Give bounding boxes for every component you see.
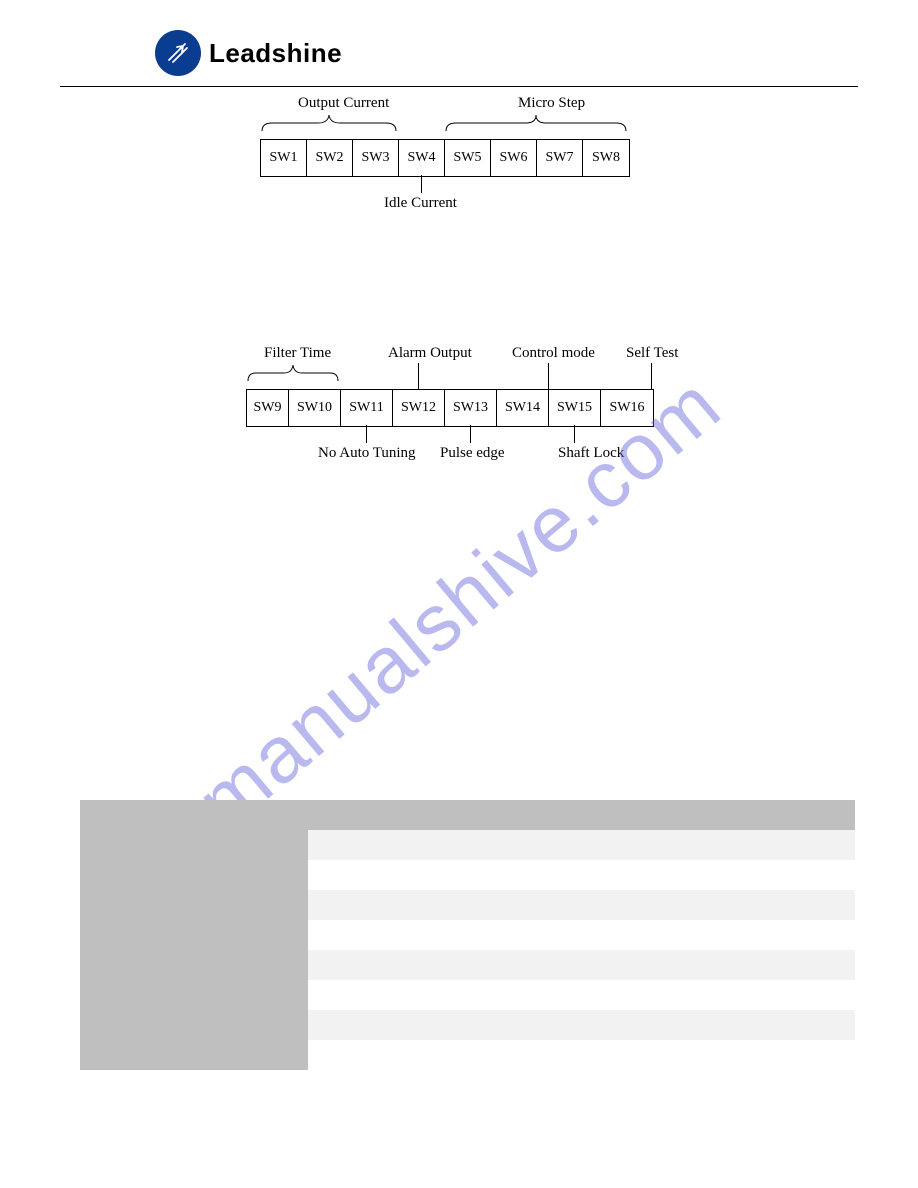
page-header: Leadshine	[60, 0, 858, 87]
label-micro-step: Micro Step	[518, 95, 585, 112]
sw-cell: SW9	[247, 390, 289, 426]
switch-row-1: SW1 SW2 SW3 SW4 SW5 SW6 SW7 SW8	[260, 139, 630, 177]
connector-line	[366, 425, 367, 443]
brace-icon	[260, 113, 398, 133]
sw-cell: SW16	[601, 390, 653, 426]
arrow-icon	[163, 38, 193, 68]
sw-cell: SW11	[341, 390, 393, 426]
sw-cell: SW10	[289, 390, 341, 426]
label-self-test: Self Test	[626, 345, 678, 362]
label-pulse-edge: Pulse edge	[440, 445, 505, 462]
label-shaft-lock: Shaft Lock	[558, 445, 624, 462]
table-row	[80, 950, 855, 980]
table-row	[80, 1040, 855, 1070]
logo-icon	[155, 30, 201, 76]
watermark: manualshive.com	[180, 358, 739, 848]
label-alarm-output: Alarm Output	[388, 345, 472, 362]
sw-cell: SW2	[307, 140, 353, 176]
sw-cell: SW5	[445, 140, 491, 176]
sw-cell: SW1	[261, 140, 307, 176]
sw-cell: SW6	[491, 140, 537, 176]
label-output-current: Output Current	[298, 95, 389, 112]
table-row	[80, 1010, 855, 1040]
sw-cell: SW3	[353, 140, 399, 176]
connector-line	[651, 363, 652, 389]
sw-cell: SW4	[399, 140, 445, 176]
brand-name: Leadshine	[209, 38, 342, 69]
sw-cell: SW15	[549, 390, 601, 426]
label-no-auto-tuning: No Auto Tuning	[318, 445, 416, 462]
connector-line	[421, 175, 422, 193]
connector-line	[470, 425, 471, 443]
label-idle-current: Idle Current	[384, 195, 457, 212]
table-header-row	[80, 800, 855, 830]
table-row	[80, 890, 855, 920]
brace-icon	[246, 363, 340, 383]
table-row	[80, 980, 855, 1010]
table-row	[80, 860, 855, 890]
sw-cell: SW14	[497, 390, 549, 426]
table-row	[80, 830, 855, 860]
connector-line	[418, 363, 419, 389]
data-table	[80, 800, 855, 1070]
sw-cell: SW8	[583, 140, 629, 176]
sw-cell: SW12	[393, 390, 445, 426]
sw-cell: SW13	[445, 390, 497, 426]
connector-line	[548, 363, 549, 389]
sw-cell: SW7	[537, 140, 583, 176]
table-row	[80, 920, 855, 950]
label-control-mode: Control mode	[512, 345, 595, 362]
connector-line	[574, 425, 575, 443]
label-filter-time: Filter Time	[264, 345, 331, 362]
switch-row-2: SW9 SW10 SW11 SW12 SW13 SW14 SW15 SW16	[246, 389, 654, 427]
brace-icon	[444, 113, 628, 133]
